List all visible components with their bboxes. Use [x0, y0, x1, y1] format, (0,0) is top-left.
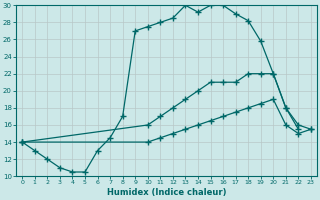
- X-axis label: Humidex (Indice chaleur): Humidex (Indice chaleur): [107, 188, 226, 197]
